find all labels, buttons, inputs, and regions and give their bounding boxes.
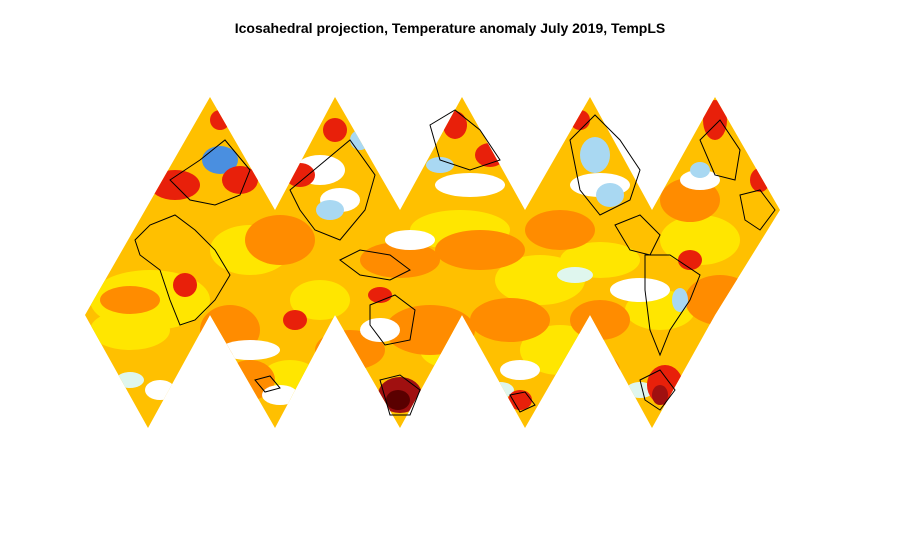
anomaly-region-hot (283, 310, 307, 330)
anomaly-region-hot (750, 168, 770, 192)
anomaly-region-very-hot (652, 385, 668, 405)
anomaly-region-cold (580, 137, 610, 173)
anomaly-region-warm-low (290, 280, 350, 320)
coastlines (134, 109, 776, 416)
anomaly-region-hot (678, 250, 702, 270)
anomaly-region-cold (316, 200, 344, 220)
anomaly-region-warm-low (660, 215, 740, 265)
anomaly-region-hot (222, 166, 258, 194)
anomaly-region-cold (426, 157, 454, 173)
coastline-path (614, 214, 661, 256)
anomaly-region-neutral (145, 380, 175, 400)
anomaly-region-cold (672, 288, 688, 312)
anomaly-region-warm-mid (445, 377, 495, 413)
map-title: Icosahedral projection, Temperature anom… (234, 20, 666, 36)
anomaly-region-warm-low (495, 255, 585, 305)
anomaly-region-cold (350, 130, 370, 150)
coastline-path (429, 109, 501, 171)
anomaly-region-neutral (680, 170, 720, 190)
anomaly-region-neutral (610, 278, 670, 302)
coastline-path (254, 375, 281, 393)
coastline-path (169, 139, 251, 206)
anomaly-region-near-zero (557, 267, 593, 283)
anomaly-region-neutral (500, 360, 540, 380)
coastline-path (569, 114, 641, 216)
coastline-path (639, 369, 676, 411)
anomaly-region-hot (508, 390, 532, 410)
coastline-path (509, 391, 536, 413)
anomaly-region-warm-mid (560, 352, 620, 388)
anomaly-region-hot (703, 100, 727, 140)
anomaly-region-warm-mid (525, 210, 595, 250)
anomaly-region-warm-mid (470, 298, 550, 342)
coastline-path (739, 189, 776, 231)
coastline-path (289, 139, 376, 241)
anomaly-region-hot (210, 110, 230, 130)
anomaly-region-cold (512, 142, 528, 158)
anomaly-region-warm-low (90, 310, 170, 350)
anomaly-region-hot (285, 163, 315, 187)
anomaly-region-strong-cold (202, 146, 238, 174)
anomaly-region-warm-mid (245, 215, 315, 265)
coastline-path (699, 119, 741, 181)
anomaly-region-hot (323, 118, 347, 142)
anomaly-region-extreme (386, 390, 410, 410)
coastline-path (339, 249, 411, 281)
coastline-path (369, 294, 416, 346)
coastline-path (379, 374, 421, 416)
anomaly-region-hot (570, 110, 590, 130)
anomaly-region-neutral (385, 230, 435, 250)
anomaly-region-warm-mid (100, 286, 160, 314)
anomaly-region-warm-mid (570, 300, 630, 340)
anomaly-region-neutral (220, 340, 280, 360)
anomaly-region-warm-mid (685, 275, 755, 325)
anomaly-region-near-zero (116, 372, 144, 388)
anomaly-region-cold (690, 162, 710, 178)
coastline-path (134, 214, 231, 326)
coastline-path (644, 254, 701, 357)
anomaly-region-cold (596, 183, 624, 207)
anomaly-region-warm-mid (435, 230, 525, 270)
anomaly-region-warm-mid (360, 242, 440, 278)
anomaly-region-hot (173, 273, 197, 297)
anomaly-region-neutral (435, 173, 505, 197)
